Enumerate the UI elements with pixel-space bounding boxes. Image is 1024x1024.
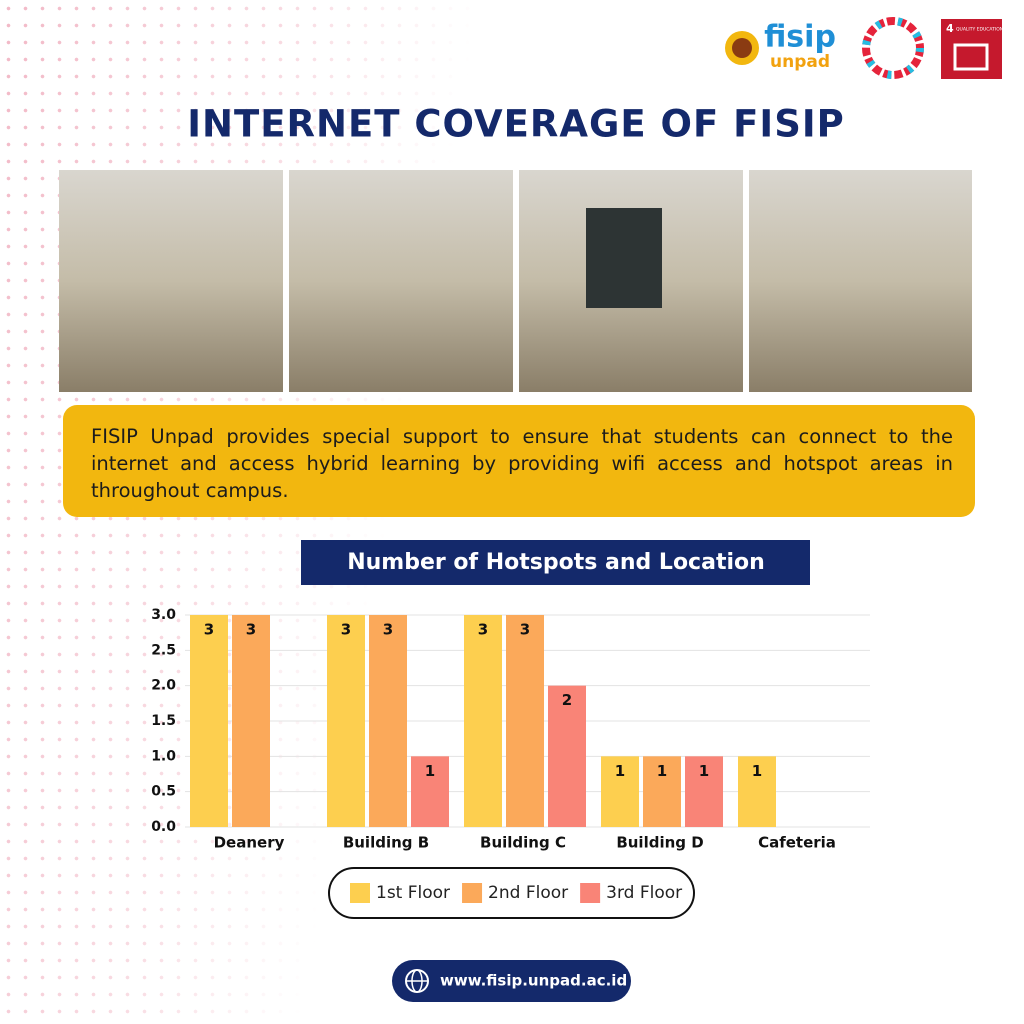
footer-url: www.fisip.unpad.ac.id: [440, 972, 627, 990]
bar: [190, 615, 228, 827]
data-label: 2: [562, 691, 572, 709]
footer-pill: [392, 960, 631, 1002]
legend-swatch: [580, 883, 601, 903]
y-tick-label: 3.0: [151, 607, 176, 623]
x-tick-label: Building D: [616, 834, 703, 852]
legend-label: 2nd Floor: [488, 883, 568, 903]
page-title: INTERNET COVERAGE OF FISIP: [187, 103, 844, 146]
photo: [289, 170, 513, 392]
photo: [59, 170, 283, 392]
sdg-number: 4: [946, 22, 954, 35]
data-label: 3: [520, 621, 530, 639]
bar: [464, 615, 502, 827]
bar: [506, 615, 544, 827]
legend-swatch: [350, 883, 370, 903]
legend-swatch: [462, 883, 483, 903]
bar: [548, 685, 586, 827]
x-tick-label: Deanery: [214, 834, 285, 852]
y-tick-label: 1.0: [151, 748, 176, 764]
data-label: 3: [341, 621, 351, 639]
data-label: 3: [204, 621, 214, 639]
brand-unpad: unpad: [770, 52, 830, 72]
bar: [327, 615, 365, 827]
legend-label: 3rd Floor: [606, 883, 682, 903]
bar: [601, 756, 639, 827]
sdg-wheel-2: [862, 17, 924, 79]
y-tick-label: 1.5: [151, 713, 176, 729]
bar: [369, 615, 407, 827]
photo-detail: [586, 208, 662, 308]
data-label: 3: [478, 621, 488, 639]
bar: [685, 756, 723, 827]
legend: [328, 867, 695, 919]
sdg-wheel: [862, 17, 924, 79]
y-tick-label: 2.0: [151, 678, 176, 694]
y-tick-label: 0.5: [151, 784, 176, 800]
data-label: 1: [699, 762, 709, 780]
sdg-label: QUALITY EDUCATION: [956, 27, 1003, 33]
sdg-icon: [953, 43, 989, 71]
bar: [411, 756, 449, 827]
x-tick-label: Building C: [480, 834, 566, 852]
brand-fisip: fisip: [764, 20, 836, 55]
data-label: 1: [657, 762, 667, 780]
bar: [643, 756, 681, 827]
photo: [749, 170, 972, 392]
chart-title: Number of Hotspots and Location: [347, 550, 765, 575]
chart-title-box: [301, 540, 810, 585]
description: FISIP Unpad provides special support to …: [63, 405, 975, 517]
x-tick-label: Cafeteria: [758, 834, 836, 852]
data-label: 3: [246, 621, 256, 639]
data-label: 1: [752, 762, 762, 780]
y-tick-label: 2.5: [151, 642, 176, 658]
y-tick-label: 0.0: [151, 819, 176, 835]
bar: [738, 756, 776, 827]
data-label: 1: [425, 762, 435, 780]
bar: [232, 615, 270, 827]
data-label: 1: [615, 762, 625, 780]
x-tick-label: Building B: [343, 834, 429, 852]
unpad-logo-inner: [732, 38, 752, 58]
data-label: 3: [383, 621, 393, 639]
legend-label: 1st Floor: [376, 883, 450, 903]
